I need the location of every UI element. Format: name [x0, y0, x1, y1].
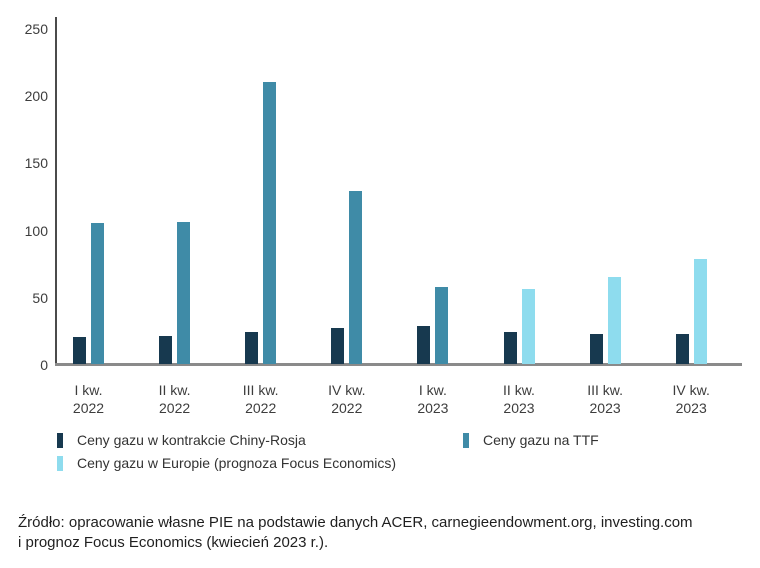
- x-tick-label: IV kw. 2022: [328, 382, 366, 416]
- legend-item-europa-prognoza: Ceny gazu w Europie (prognoza Focus Econ…: [57, 455, 396, 471]
- legend-item-ttf: Ceny gazu na TTF: [463, 432, 599, 448]
- y-axis-line: [55, 17, 57, 364]
- bar-chart-plot-area: 0 50 100 150 200 250 I kw. 2022 II kw. 2022 III kw…: [24, 17, 742, 416]
- legend-label-chiny-rosja: Ceny gazu w kontrakcie Chiny-Rosja: [77, 432, 306, 448]
- bar: [417, 326, 431, 364]
- bar: [91, 222, 104, 364]
- x-tick-label: I kw. 2022: [72, 382, 105, 416]
- y-tick-label: 150: [24, 155, 48, 172]
- bar: [263, 81, 277, 364]
- bar: [177, 221, 191, 364]
- legend-item-chiny-rosja: Ceny gazu w kontrakcie Chiny-Rosja: [57, 432, 306, 448]
- legend-label-ttf: Ceny gazu na TTF: [483, 432, 599, 448]
- bar: [693, 259, 707, 364]
- y-tick-label: 250: [24, 21, 48, 37]
- y-tick-label: 200: [24, 88, 48, 105]
- bar: [331, 327, 345, 364]
- y-tick-label: 100: [24, 222, 48, 239]
- legend-swatch-ttf: [463, 432, 469, 448]
- x-tick-label: II kw. 2022: [158, 382, 191, 416]
- source-note-line2: i prognoz Focus Economics (kwiecień 2023…: [18, 533, 329, 551]
- bar: [589, 334, 603, 364]
- bar: [435, 287, 449, 364]
- x-tick-label: III kw. 2023: [587, 382, 623, 416]
- x-tick-label: I kw. 2023: [417, 382, 449, 416]
- bar: [349, 190, 363, 364]
- source-note-line1: Źródło: opracowanie własne PIE na podsta…: [18, 514, 693, 531]
- legend-label-europa-prognoza: Ceny gazu w Europie (prognoza Focus Econ…: [77, 455, 397, 471]
- y-tick-label: 50: [32, 289, 48, 306]
- legend-swatch-europa-prognoza: [57, 455, 63, 471]
- bar: [73, 337, 86, 364]
- bar: [521, 288, 535, 364]
- bar: [245, 331, 259, 364]
- bar: [675, 334, 689, 364]
- x-axis-line: [55, 363, 742, 366]
- bar: [607, 276, 621, 364]
- bar: [503, 331, 517, 364]
- x-tick-label: IV kw. 2023: [672, 382, 710, 416]
- legend-swatch-chiny-rosja: [57, 432, 63, 448]
- bar: [159, 335, 173, 364]
- source-note: Źródło: opracowanie własne PIE na podsta…: [18, 513, 753, 552]
- x-tick-label: II kw. 2023: [503, 382, 535, 416]
- x-tick-label: III kw. 2022: [242, 382, 279, 416]
- y-tick-label: 0: [40, 357, 48, 373]
